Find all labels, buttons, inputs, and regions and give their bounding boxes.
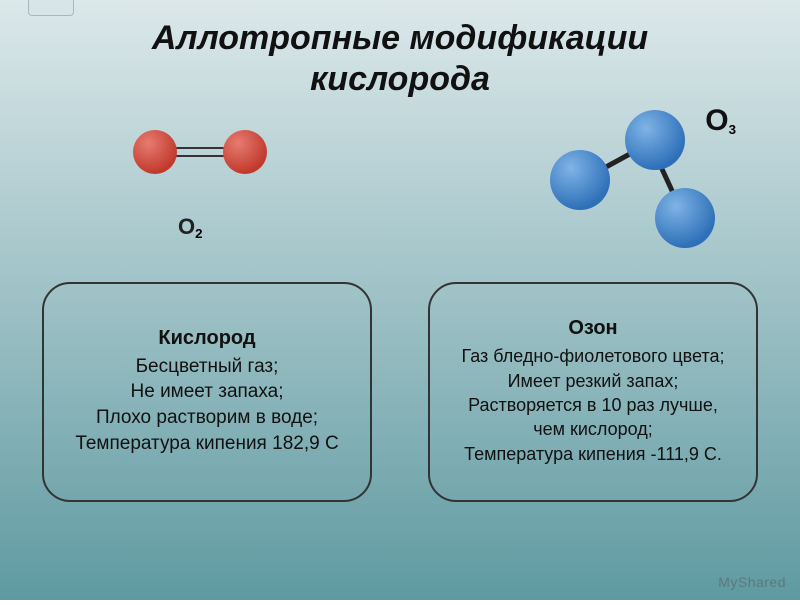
o3-formula: O3	[705, 104, 736, 138]
molecules-row: O2 O3	[0, 108, 800, 258]
slide-title: Аллотропные модификации кислорода	[0, 0, 800, 100]
o3-atom-3	[655, 188, 715, 248]
o2-formula-sub: 2	[195, 227, 202, 242]
o3-line-1: Имеет резкий запах;	[508, 369, 679, 393]
o2-atom-right	[223, 130, 267, 174]
o3-line-0: Газ бледно-фиолетового цвета;	[461, 344, 724, 368]
o2-card-title: Кислород	[158, 327, 255, 350]
o3-line-3: чем кислород;	[533, 417, 653, 441]
title-line-2: кислорода	[0, 59, 800, 100]
o2-card: Кислород Бесцветный газ; Не имеет запаха…	[42, 282, 372, 502]
o3-formula-o: O	[705, 104, 728, 137]
o2-svg	[110, 108, 290, 218]
o3-card: Озон Газ бледно-фиолетового цвета; Имеет…	[428, 282, 758, 502]
o2-line-2: Плохо растворим в воде;	[96, 405, 318, 431]
o2-line-0: Бесцветный газ;	[136, 354, 279, 380]
title-line-1: Аллотропные модификации	[0, 18, 800, 59]
slide-content: Аллотропные модификации кислорода O2	[0, 0, 800, 600]
o2-line-1: Не имеет запаха;	[131, 379, 284, 405]
o3-atom-2	[625, 110, 685, 170]
watermark-text: MyShared	[718, 574, 786, 590]
o2-atom-left	[133, 130, 177, 174]
o3-card-title: Озон	[568, 317, 617, 340]
o2-formula-o: O	[178, 214, 195, 239]
o3-formula-sub: 3	[729, 122, 736, 137]
o3-molecule: O3	[510, 108, 740, 258]
cards-row: Кислород Бесцветный газ; Не имеет запаха…	[0, 282, 800, 502]
o3-line-2: Растворяется в 10 раз лучше,	[468, 393, 718, 417]
o3-atom-1	[550, 150, 610, 210]
o2-molecule: O2	[100, 108, 300, 248]
o3-svg	[520, 108, 730, 258]
o2-line-3: Температура кипения 182,9 С	[75, 431, 338, 457]
o3-line-4: Температура кипения -111,9 С.	[464, 442, 722, 466]
o2-formula: O2	[178, 214, 203, 241]
